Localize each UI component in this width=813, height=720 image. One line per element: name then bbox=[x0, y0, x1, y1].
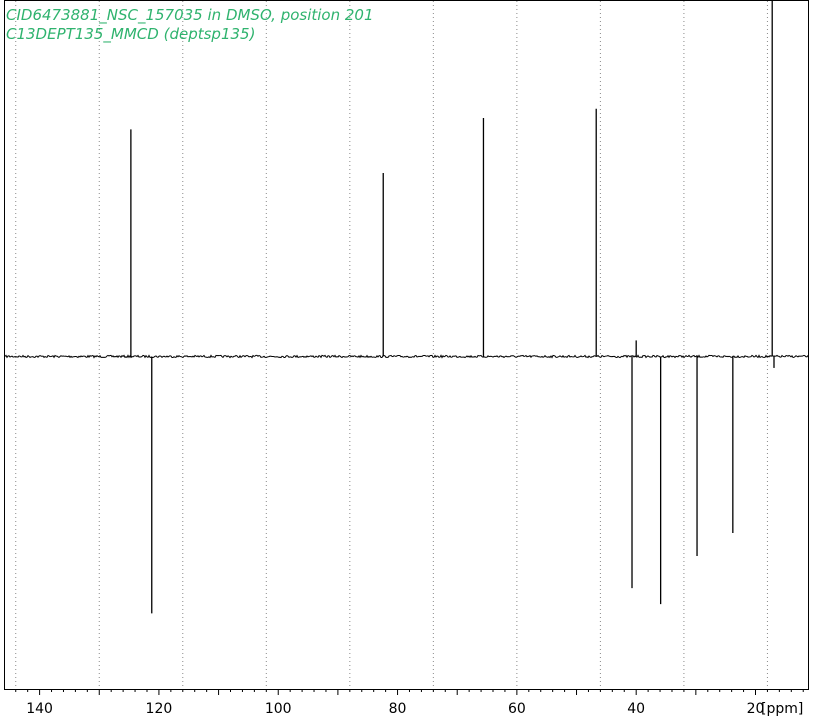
x-tick-label: 100 bbox=[265, 701, 292, 717]
x-tick-label: 40 bbox=[627, 701, 645, 717]
spectrum-baseline bbox=[4, 354, 809, 359]
grid-lines bbox=[15, 1, 768, 689]
x-axis-unit-label: [ppm] bbox=[761, 701, 803, 717]
x-tick-label: 120 bbox=[146, 701, 173, 717]
x-tick-label: 20 bbox=[747, 701, 765, 717]
spectrum-title-line-1: CID6473881_NSC_157035 in DMSO, position … bbox=[6, 6, 374, 24]
x-axis: 140 120 100 80 60 40 20[ppm] bbox=[15, 689, 804, 717]
spectrum-title-line-2: C13DEPT135_MMCD (deptsp135) bbox=[6, 25, 256, 43]
x-tick-label: 80 bbox=[389, 701, 407, 717]
spectrum-peaks bbox=[130, 0, 775, 614]
x-tick-label: 140 bbox=[26, 701, 53, 717]
x-tick-label: 60 bbox=[508, 701, 526, 717]
plot-frame bbox=[4, 0, 809, 690]
